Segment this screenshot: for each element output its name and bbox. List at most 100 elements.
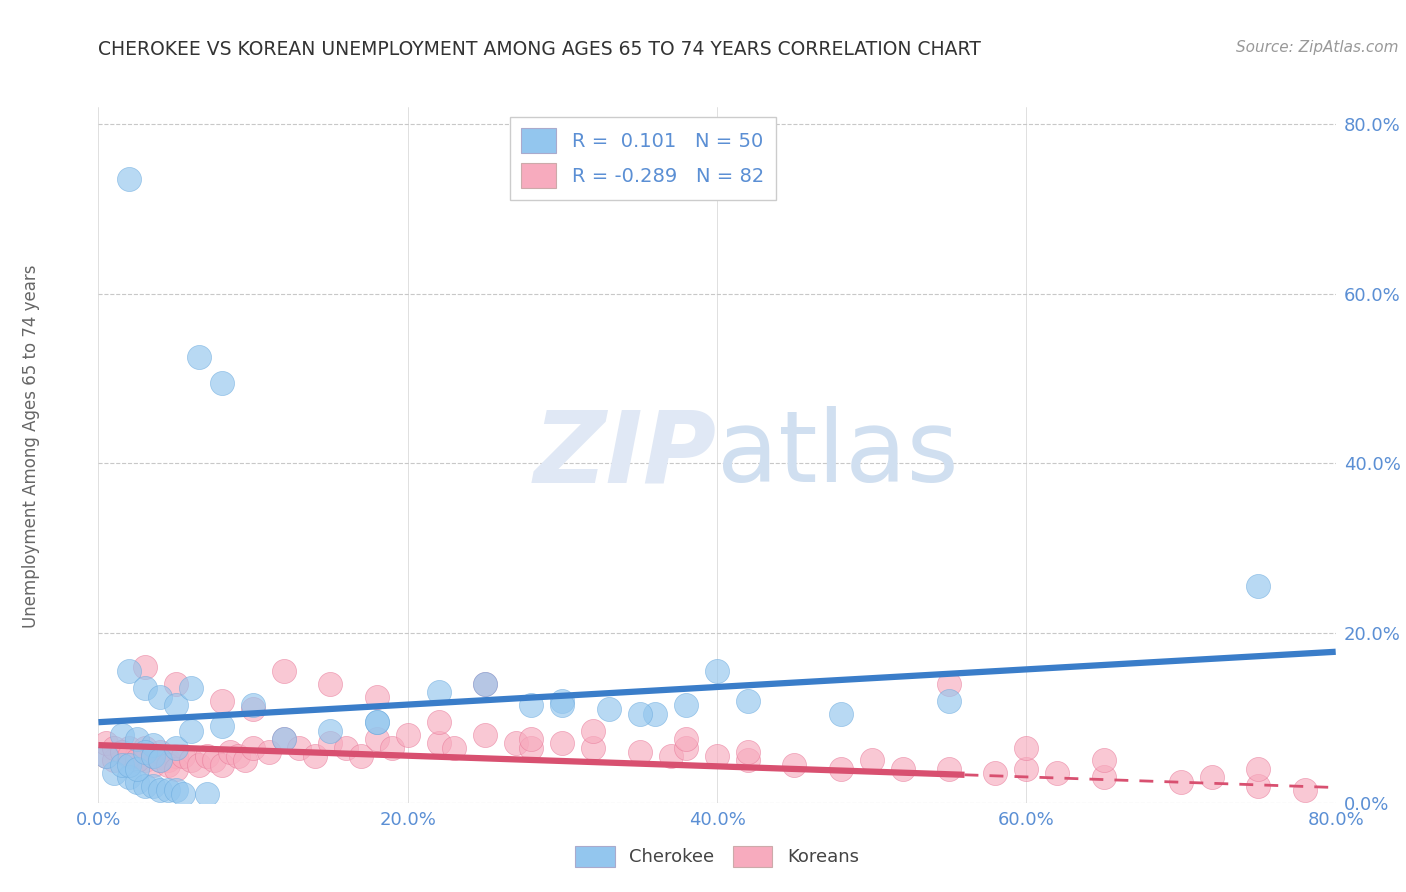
Text: Unemployment Among Ages 65 to 74 years: Unemployment Among Ages 65 to 74 years [22, 264, 39, 628]
Point [273, 732, 295, 747]
Point [1015, 762, 1038, 776]
Point [141, 749, 165, 764]
Text: ZIP: ZIP [534, 407, 717, 503]
Point [304, 749, 326, 764]
Point [830, 762, 852, 776]
Point [127, 753, 149, 767]
Point [165, 740, 187, 755]
Point [111, 745, 132, 759]
Point [211, 694, 233, 708]
Point [350, 749, 373, 764]
Point [628, 745, 651, 759]
Point [165, 783, 187, 797]
Point [366, 732, 388, 747]
Point [288, 740, 311, 755]
Text: CHEROKEE VS KOREAN UNEMPLOYMENT AMONG AGES 65 TO 74 YEARS CORRELATION CHART: CHEROKEE VS KOREAN UNEMPLOYMENT AMONG AG… [98, 40, 981, 59]
Point [103, 766, 125, 780]
Point [737, 753, 759, 767]
Point [427, 736, 450, 750]
Text: atlas: atlas [717, 407, 959, 503]
Point [157, 757, 180, 772]
Point [427, 685, 450, 699]
Point [551, 736, 574, 750]
Point [273, 732, 295, 747]
Point [1247, 762, 1270, 776]
Point [103, 740, 125, 755]
Point [891, 762, 914, 776]
Point [1092, 753, 1115, 767]
Legend: Cherokee, Koreans: Cherokee, Koreans [568, 838, 866, 874]
Point [1015, 740, 1038, 755]
Point [111, 757, 132, 772]
Point [149, 783, 172, 797]
Point [141, 757, 165, 772]
Point [938, 762, 960, 776]
Point [242, 698, 264, 713]
Point [134, 740, 156, 755]
Point [165, 762, 187, 776]
Point [335, 740, 357, 755]
Point [706, 749, 728, 764]
Point [737, 694, 759, 708]
Point [381, 740, 404, 755]
Point [141, 749, 165, 764]
Point [582, 723, 605, 738]
Point [96, 736, 118, 750]
Point [319, 677, 342, 691]
Point [118, 757, 141, 772]
Point [1170, 774, 1192, 789]
Point [211, 719, 233, 733]
Point [1046, 766, 1069, 780]
Point [675, 740, 697, 755]
Point [474, 728, 496, 742]
Point [134, 779, 156, 793]
Point [165, 749, 187, 764]
Point [226, 749, 249, 764]
Point [582, 740, 605, 755]
Text: Source: ZipAtlas.com: Source: ZipAtlas.com [1236, 40, 1399, 55]
Point [860, 753, 883, 767]
Point [520, 740, 543, 755]
Point [195, 787, 218, 801]
Point [1247, 779, 1270, 793]
Point [396, 728, 419, 742]
Point [1294, 783, 1316, 797]
Point [204, 753, 226, 767]
Point [551, 698, 574, 713]
Point [520, 698, 543, 713]
Point [675, 732, 697, 747]
Point [172, 787, 194, 801]
Point [180, 681, 202, 696]
Point [211, 376, 233, 390]
Point [96, 749, 118, 764]
Point [111, 745, 132, 759]
Point [157, 783, 180, 797]
Point [984, 766, 1007, 780]
Point [195, 749, 218, 764]
Point [257, 745, 280, 759]
Point [141, 779, 165, 793]
Point [149, 690, 172, 704]
Point [319, 723, 342, 738]
Point [474, 677, 496, 691]
Point [165, 698, 187, 713]
Point [366, 715, 388, 730]
Point [628, 706, 651, 721]
Point [1092, 770, 1115, 784]
Point [644, 706, 666, 721]
Point [149, 745, 172, 759]
Point [118, 665, 141, 679]
Point [938, 677, 960, 691]
Point [938, 694, 960, 708]
Point [505, 736, 527, 750]
Point [242, 702, 264, 716]
Point [180, 753, 202, 767]
Point [127, 774, 149, 789]
Point [706, 665, 728, 679]
Point [118, 749, 141, 764]
Point [1201, 770, 1223, 784]
Point [675, 698, 697, 713]
Point [273, 665, 295, 679]
Point [149, 753, 172, 767]
Point [134, 681, 156, 696]
